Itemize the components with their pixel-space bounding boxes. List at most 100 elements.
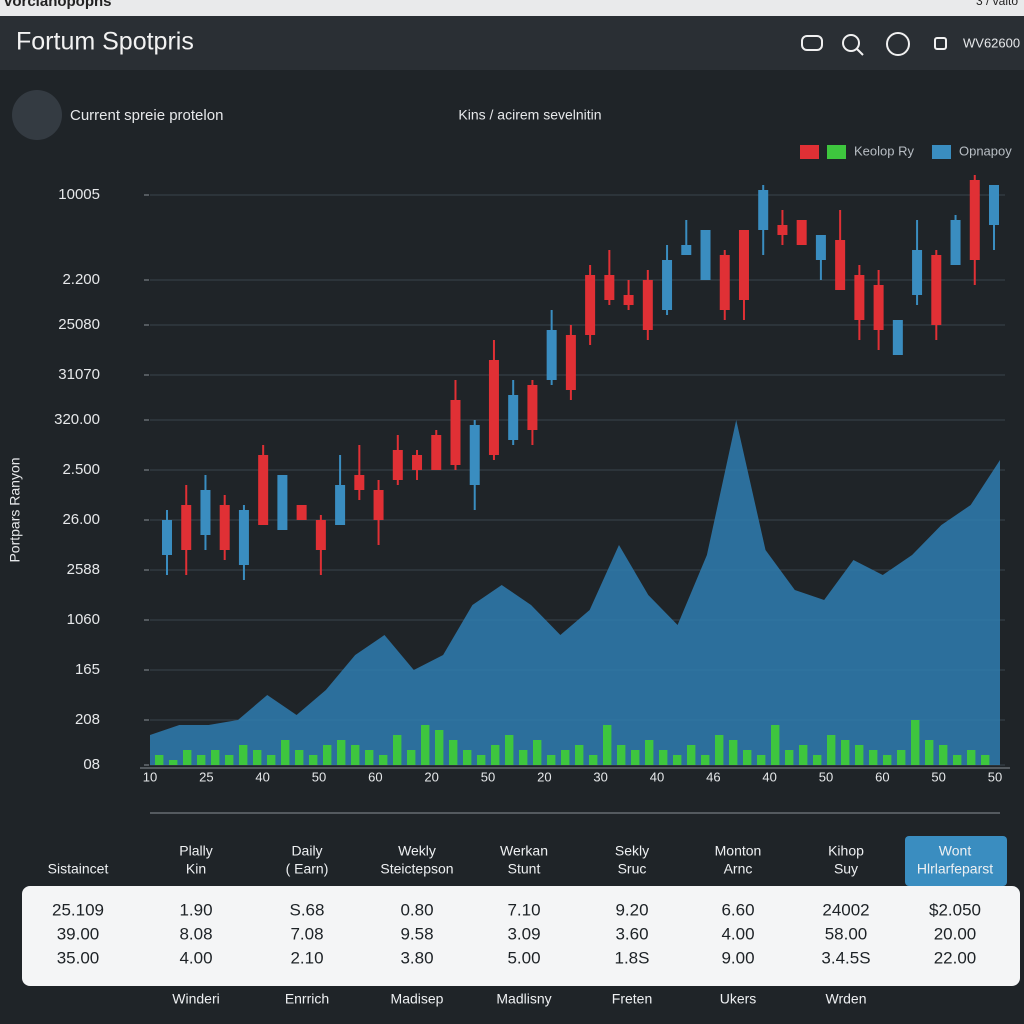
info-icon [12, 90, 62, 140]
volume-bar [547, 755, 556, 765]
volume-bar [337, 740, 346, 765]
volume-bar [365, 750, 374, 765]
info-center: Kins / acirem sevelnitin [458, 107, 601, 123]
candle [873, 270, 884, 350]
x-tick-label: 40 [650, 769, 664, 784]
candle [488, 340, 499, 460]
table-cell: 39.00 [57, 924, 100, 943]
x-tick-label: 50 [312, 769, 326, 784]
candle [258, 445, 269, 525]
candle-body [450, 400, 461, 465]
volume-bar [925, 740, 934, 765]
candle-body [758, 190, 769, 230]
candle [296, 505, 307, 520]
candle [200, 475, 211, 550]
legend-label: Keolop Ry [854, 143, 914, 158]
volume-bar [421, 725, 430, 765]
account[interactable]: WV62600 [963, 35, 1020, 50]
volume-bar [533, 740, 542, 765]
volume-bar [477, 755, 486, 765]
highlight-column[interactable] [905, 836, 1007, 886]
candle [527, 380, 538, 445]
volume-bar [757, 755, 766, 765]
chart: 082081651060258826.002.500320.0031070250… [54, 175, 1005, 784]
candle-body [662, 260, 673, 310]
volume-bar [869, 750, 878, 765]
volume-bar [155, 755, 164, 765]
volume-bar [225, 755, 234, 765]
candle-body [681, 245, 692, 255]
volume-bar [463, 750, 472, 765]
volume-bar [631, 750, 640, 765]
y-tick-label: 208 [75, 711, 100, 728]
volume-bar [911, 720, 920, 765]
table-cell: 3.60 [615, 924, 648, 943]
candle [546, 310, 557, 385]
candle [854, 265, 865, 340]
volume-bar [771, 725, 780, 765]
candle-body [354, 475, 365, 490]
candle-body [989, 185, 999, 225]
table-cell: $2.050 [929, 900, 981, 919]
table-cell: 2.10 [290, 948, 323, 967]
header-icons[interactable] [801, 32, 947, 56]
table-cell: 1.8S [615, 948, 650, 967]
volume-bar [351, 745, 360, 765]
candle-body [431, 435, 442, 470]
y-axis-label: Portpars Ranyon [7, 457, 23, 562]
candle-body [181, 505, 192, 550]
candle [796, 220, 807, 245]
x-tick-label: 46 [706, 769, 720, 784]
table-cell: 20.00 [934, 924, 977, 943]
footer-label: Wrden [826, 991, 867, 1007]
candle-body [392, 450, 403, 480]
table-cell: 0.80 [400, 900, 433, 919]
candle-body [565, 335, 576, 390]
volume-bar [239, 745, 248, 765]
icon-search-handle [856, 48, 864, 56]
icon-home[interactable] [801, 35, 823, 51]
volume-bar [673, 755, 682, 765]
candle [508, 380, 519, 445]
table-cell: 4.00 [179, 948, 212, 967]
volume-bar [855, 745, 864, 765]
candle [623, 280, 634, 310]
candle-body [546, 330, 557, 380]
column-header: Kihop [828, 843, 864, 859]
candle-body [585, 275, 596, 335]
candle [219, 495, 230, 560]
x-tick-label: 20 [424, 769, 438, 784]
volume-bar [561, 750, 570, 765]
candle [815, 235, 826, 280]
candle [700, 230, 711, 280]
volume-bar [253, 750, 262, 765]
x-tick-label: 50 [819, 769, 833, 784]
candle-body [277, 475, 288, 530]
candle-body [931, 255, 942, 325]
volume-bar [659, 750, 668, 765]
table-cell: 3.4.5S [821, 948, 870, 967]
volume-bar [505, 735, 514, 765]
column-header: Kin [186, 861, 206, 877]
icon-search[interactable] [842, 34, 860, 52]
candle-body [912, 250, 923, 295]
browser-bar [0, 0, 1024, 16]
table-cell: 9.58 [400, 924, 433, 943]
column-header: Wekly [398, 843, 436, 859]
icon-box[interactable] [934, 37, 947, 50]
candle [989, 185, 999, 250]
volume-bar [491, 745, 500, 765]
volume-bar [589, 755, 598, 765]
column-header: Sistaincet [48, 861, 109, 877]
candle [431, 430, 442, 470]
column-header: ( Earn) [286, 861, 329, 877]
x-tick-label: 20 [537, 769, 551, 784]
x-tick-label: 60 [875, 769, 889, 784]
icon-currency[interactable] [886, 32, 910, 56]
table-cell: 9.00 [721, 948, 754, 967]
volume-bar [435, 730, 444, 765]
volume-bar [309, 755, 318, 765]
candle [777, 210, 788, 245]
candle [585, 265, 596, 345]
